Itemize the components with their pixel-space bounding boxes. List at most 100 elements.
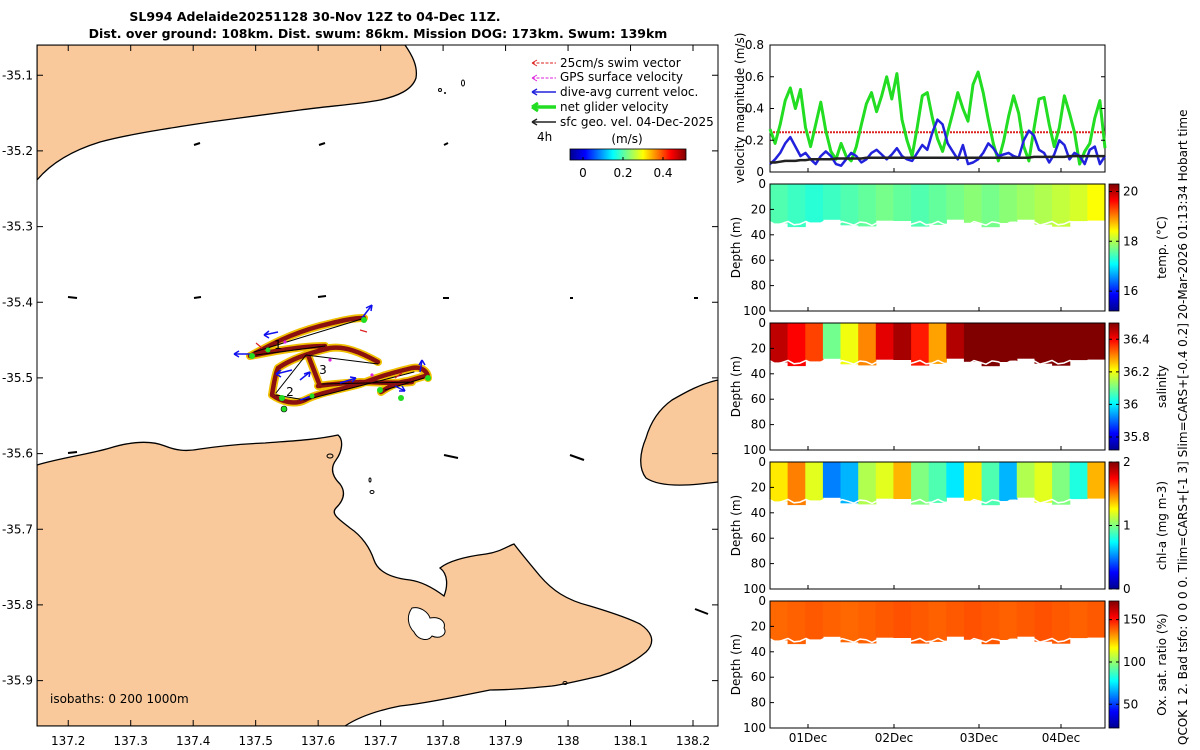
section-column <box>1069 601 1088 639</box>
map-x-tick-label: 137.4 <box>176 734 210 748</box>
velocity-y-tick-label: 0.4 <box>745 102 764 116</box>
map-axis-ticks: 137.2 137.3 137.4 137.5 137.6 137.7 137.8 137.9… <box>2 45 718 748</box>
colorbar-tick-label: 0.4 <box>653 166 672 180</box>
title-line-2: Dist. over ground: 108km. Dist. swum: 86… <box>89 26 668 41</box>
section-column <box>805 323 824 362</box>
section-column <box>1034 323 1053 364</box>
colorbar-tick-label: 0 <box>579 166 587 180</box>
south-bay-water <box>407 607 446 640</box>
section-column <box>946 184 965 220</box>
section-y-tick-label: 100 <box>743 304 766 318</box>
map-y-tick-label: -35.7 <box>2 522 33 536</box>
colorbar-gradient <box>569 148 687 161</box>
islet <box>326 453 334 459</box>
colorbar-ticks <box>582 157 664 160</box>
section-ylabel: Depth (m) <box>729 217 743 278</box>
section-y-tick-label: 60 <box>751 392 766 406</box>
section-column <box>1016 323 1035 359</box>
section-column <box>787 184 806 228</box>
section-y-tick-label: 40 <box>751 506 766 520</box>
svg-text:25cm/s swim vector: 25cm/s swim vector <box>560 56 681 70</box>
section-y-tick-label: 20 <box>751 341 766 355</box>
section-column <box>770 323 789 363</box>
colorbar-side-label: 4h <box>537 130 552 144</box>
section-panel-sal: 0 20 40 60 80 100 Depth (m) 35.8 36 36.2 36.4 salin… <box>729 316 1169 457</box>
map-y-tick-label: -35.6 <box>2 447 33 461</box>
section-column <box>928 184 947 225</box>
section-colorbar-tick-label: 50 <box>1123 697 1138 711</box>
section-ylabel: Depth (m) <box>729 495 743 556</box>
side-caption: QCOK 1 2. Bad tsfo: 0 0 0 0. Tlim=CARS+[… <box>1176 110 1190 746</box>
section-column <box>787 462 806 506</box>
section-column <box>963 462 983 501</box>
section-column <box>1034 601 1053 642</box>
section-column <box>963 184 983 223</box>
map-x-tick-label: 137.6 <box>301 734 335 748</box>
islet <box>368 477 372 483</box>
islet <box>562 681 568 685</box>
title-line-1: SL994 Adelaide20251128 30-Nov 12Z to 04-… <box>129 9 500 24</box>
section-column <box>1087 184 1106 221</box>
islet <box>438 88 442 92</box>
section-column <box>805 601 824 640</box>
section-column <box>911 323 930 366</box>
section-frame <box>769 183 1106 312</box>
section-column <box>999 601 1018 640</box>
velocity-series <box>768 70 1107 167</box>
velocity-panel: 0 0.2 0.4 0.6 0.8 velocity magnitude (m/s) <box>733 33 1107 184</box>
section-column <box>946 462 965 498</box>
geo-arrow <box>694 608 709 615</box>
section-colorbar-tick-label: 20 <box>1123 184 1138 198</box>
section-column <box>840 323 859 365</box>
colorbar-tick-label: 0.2 <box>613 166 632 180</box>
islet <box>369 490 375 494</box>
section-column <box>981 462 1000 506</box>
svg-text:GPS surface velocity: GPS surface velocity <box>560 70 683 84</box>
geo-arrow <box>193 296 202 299</box>
section-bottom-edge <box>769 220 1101 227</box>
section-y-tick-label: 100 <box>743 582 766 596</box>
section-y-tick-label: 80 <box>751 557 766 571</box>
section-column <box>822 184 842 220</box>
map-x-tick-label: 137.5 <box>238 734 272 748</box>
section-column <box>770 601 789 641</box>
velocity-ylabel: velocity magnitude (m/s) <box>733 33 747 184</box>
section-colorbar-tick-label: 150 <box>1123 613 1146 627</box>
velocity-series-line <box>770 154 1105 164</box>
section-y-tick-label: 0 <box>758 594 766 608</box>
section-column <box>858 601 877 644</box>
map-legend: 25cm/s swim vector GPS surface velocity … <box>531 56 714 129</box>
section-column <box>875 462 894 499</box>
section-panel-temp: 0 20 40 60 80 100 Depth (m) 16 18 20 temp. (°C) <box>729 177 1169 318</box>
section-colorbar-tick-label: 36 <box>1123 397 1138 411</box>
map-frame <box>36 44 719 727</box>
section-column <box>805 462 824 501</box>
section-ylabel: Depth (m) <box>729 356 743 417</box>
section-frame <box>769 600 1106 729</box>
section-column <box>999 323 1018 362</box>
section-y-tick-label: 40 <box>751 645 766 659</box>
section-column <box>893 601 912 638</box>
section-colorbar <box>1108 600 1120 729</box>
velocity-y-tick-label: 0.6 <box>745 70 764 84</box>
section-frame <box>769 322 1106 451</box>
section-y-tick-label: 60 <box>751 531 766 545</box>
section-column <box>1087 462 1106 499</box>
section-column <box>875 323 894 360</box>
section-colorbar-label: Ox. sat. ratio (%) <box>1155 613 1169 715</box>
section-column <box>787 601 806 645</box>
geo-arrow <box>318 142 326 146</box>
track-thin-line <box>253 317 425 401</box>
section-x-tick-label: 04Dec <box>1042 731 1081 745</box>
section-column <box>1034 462 1053 503</box>
velocity-y-tick-label: 0 <box>756 165 764 179</box>
section-column <box>875 184 894 221</box>
section-colorbar-tick-label: 35.8 <box>1123 430 1150 444</box>
svg-text:sfc geo. vel. 04-Dec-2025: sfc geo. vel. 04-Dec-2025 <box>560 115 714 129</box>
section-column <box>858 184 877 227</box>
section-frame <box>769 461 1106 590</box>
section-column <box>1069 323 1088 361</box>
section-colorbar <box>1108 183 1120 312</box>
